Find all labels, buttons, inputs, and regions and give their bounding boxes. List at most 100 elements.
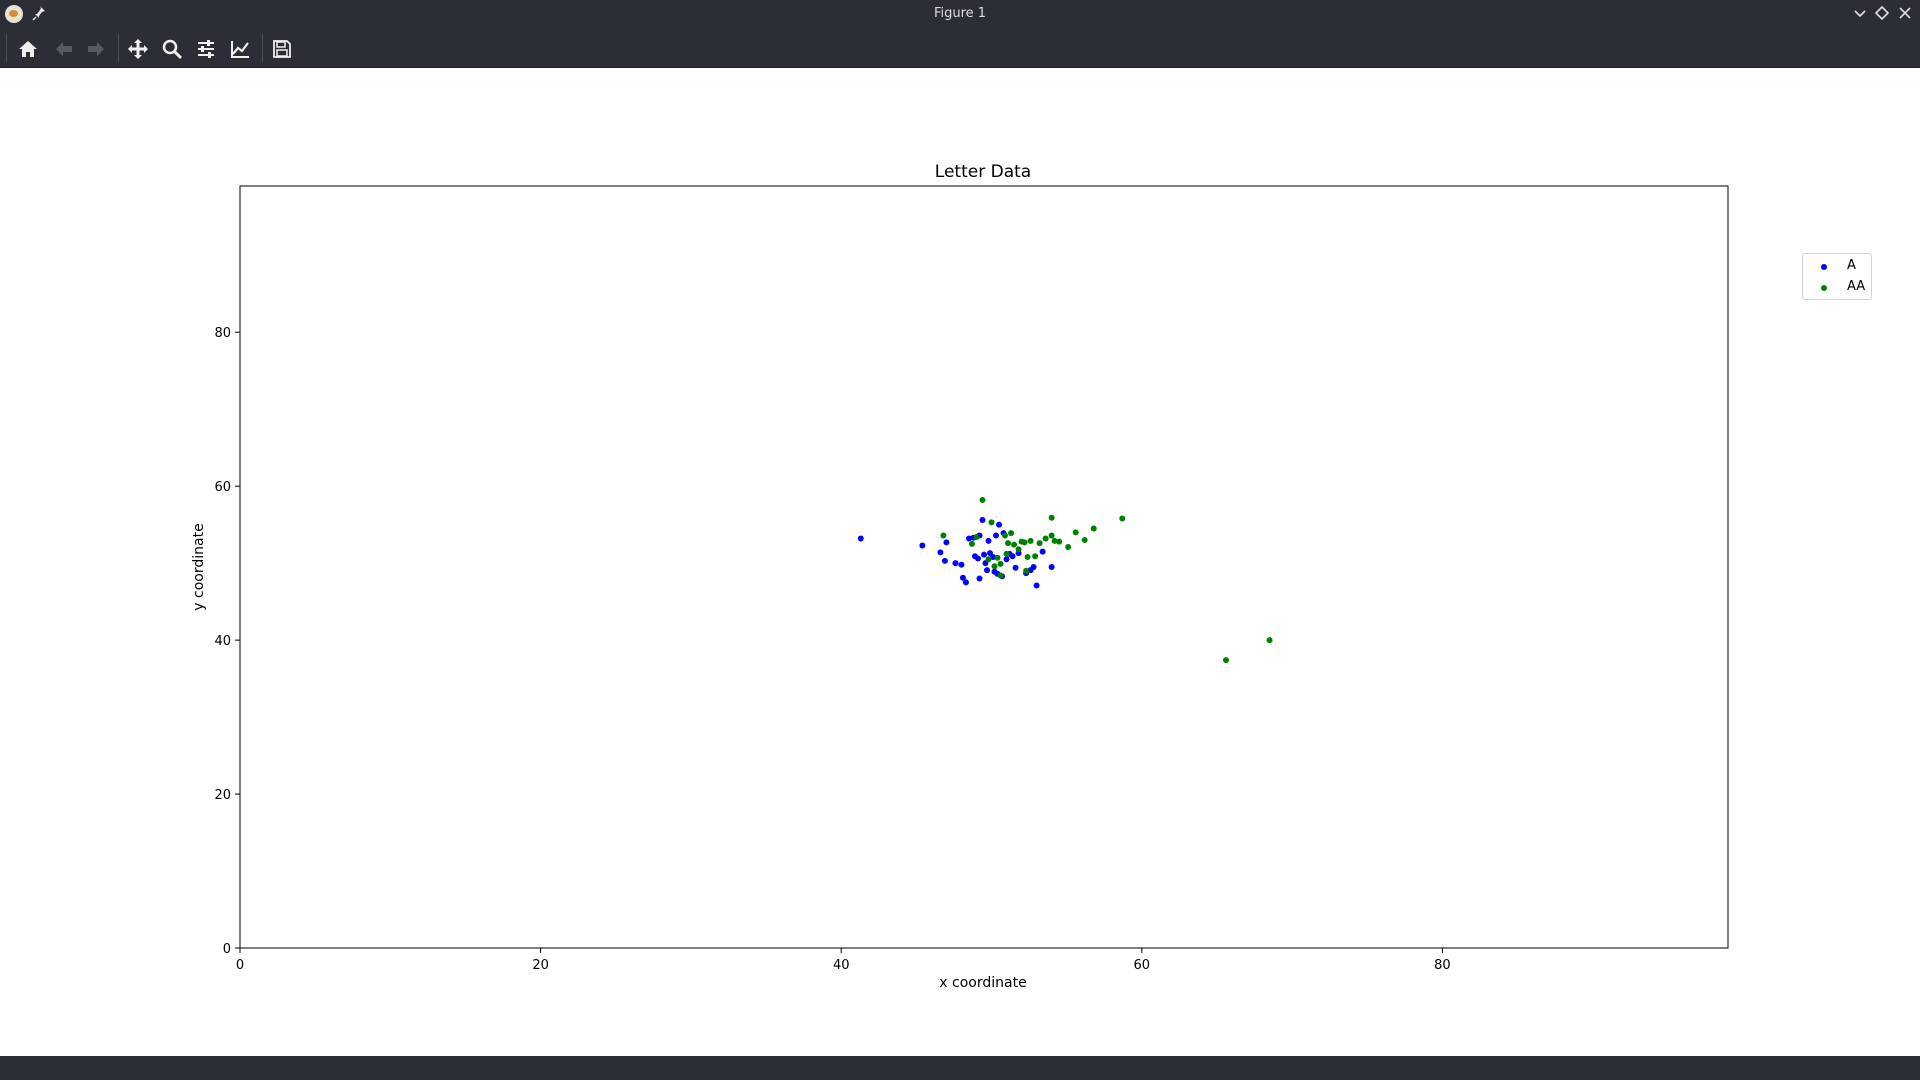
data-point-aa <box>979 497 986 504</box>
arrow-right-icon <box>88 42 104 56</box>
data-point-a <box>941 557 948 564</box>
save-button[interactable] <box>268 36 296 62</box>
maximize-icon[interactable] <box>1874 5 1890 23</box>
data-point-aa <box>997 560 1004 567</box>
data-point-aa <box>1048 532 1055 539</box>
data-point-a <box>985 537 992 544</box>
x-tick-label: 60 <box>1134 958 1151 973</box>
y-axis-ticks: 0 20 40 60 80 <box>214 326 240 957</box>
legend-label-aa: AA <box>1847 279 1866 294</box>
y-axis-label: y coordinate <box>191 523 207 610</box>
data-point-a <box>979 517 986 524</box>
legend-marker-a <box>1821 264 1827 270</box>
y-tick-label: 60 <box>214 480 231 495</box>
data-point-a <box>919 542 926 549</box>
pan-button[interactable] <box>124 36 152 62</box>
data-point-aa <box>1056 538 1063 545</box>
data-point-aa <box>1021 539 1028 546</box>
y-tick-label: 20 <box>214 788 231 803</box>
data-points <box>857 497 1273 664</box>
data-point-aa <box>1051 537 1058 544</box>
data-point-aa <box>1266 637 1273 644</box>
data-point-a <box>958 561 965 568</box>
data-point-a <box>937 549 944 556</box>
data-point-aa <box>1032 553 1039 560</box>
data-point-aa <box>1015 546 1022 553</box>
data-point-a <box>1048 564 1055 570</box>
window-titlebar: Figure 1 <box>0 0 1920 28</box>
home-button[interactable] <box>14 36 42 62</box>
data-point-aa <box>1119 515 1126 522</box>
data-point-aa <box>994 554 1001 561</box>
data-point-a <box>990 553 997 560</box>
data-point-a <box>857 535 864 542</box>
x-tick-label: 40 <box>833 958 850 973</box>
data-point-aa <box>1072 529 1079 536</box>
edit-axis-button[interactable] <box>226 36 254 62</box>
app-logo-icon <box>5 5 23 23</box>
data-point-aa <box>1002 532 1009 539</box>
pin-icon[interactable] <box>32 5 46 23</box>
line-chart-icon <box>231 41 249 58</box>
data-point-aa <box>1027 537 1034 544</box>
window-title: Figure 1 <box>933 6 987 21</box>
data-point-aa <box>1048 514 1055 521</box>
home-icon <box>19 41 37 57</box>
legend-label-a: A <box>1847 258 1856 273</box>
data-point-a <box>962 579 969 586</box>
x-tick-label: 0 <box>236 958 244 973</box>
forward-button[interactable] <box>82 36 110 62</box>
data-point-a <box>991 568 998 575</box>
data-point-aa <box>1090 525 1097 532</box>
navigation-toolbar <box>0 28 1920 68</box>
data-point-aa <box>1024 553 1031 560</box>
legend-marker-aa <box>1821 285 1827 291</box>
zoom-button[interactable] <box>158 36 186 62</box>
y-tick-label: 80 <box>214 326 231 341</box>
data-point-aa <box>1023 567 1030 574</box>
data-point-a <box>984 567 991 574</box>
window-bottom-bar <box>0 1056 1920 1080</box>
data-point-a <box>996 521 1003 528</box>
x-tick-label: 20 <box>532 958 549 973</box>
data-point-a <box>976 575 983 582</box>
data-point-a <box>1030 564 1037 570</box>
x-axis-ticks: 0 20 40 60 80 <box>236 948 1451 973</box>
data-point-aa <box>985 556 992 563</box>
data-point-a <box>943 539 950 546</box>
legend-entry-a: A <box>1803 257 1871 277</box>
data-point-a <box>1003 556 1010 563</box>
data-point-aa <box>968 540 975 547</box>
chart-title: Letter Data <box>935 162 1031 182</box>
minimize-icon[interactable] <box>1852 5 1868 23</box>
legend-entry-aa: AA <box>1803 278 1871 298</box>
data-point-aa <box>997 572 1004 579</box>
magnifier-icon <box>162 39 183 60</box>
data-point-aa <box>940 532 947 539</box>
back-button[interactable] <box>50 36 78 62</box>
data-point-a <box>1033 582 1040 589</box>
x-tick-label: 80 <box>1434 958 1451 973</box>
data-point-aa <box>1011 541 1018 548</box>
chart-legend: A AA <box>1802 253 1872 300</box>
data-point-a <box>959 574 966 581</box>
data-point-aa <box>1036 540 1043 547</box>
data-point-a <box>1012 564 1019 571</box>
configure-subplots-button[interactable] <box>192 36 220 62</box>
data-point-a <box>1039 548 1046 555</box>
data-point-aa <box>1222 657 1229 664</box>
data-point-a <box>952 560 959 567</box>
data-point-aa <box>1008 530 1015 537</box>
data-point-aa <box>1042 535 1049 542</box>
toolbar-divider <box>6 34 7 62</box>
close-icon[interactable] <box>1897 5 1913 23</box>
data-point-aa <box>973 533 980 540</box>
data-point-a <box>981 551 987 558</box>
scatter-plot: Letter Data 0 20 40 60 80 0 20 40 60 80 x coordi… <box>191 162 1729 991</box>
data-point-aa <box>1065 543 1072 550</box>
figure-canvas[interactable]: Letter Data 0 20 40 60 80 0 20 40 60 80 x coordi… <box>0 67 1920 1056</box>
sliders-icon <box>198 40 214 58</box>
data-point-a <box>974 555 981 562</box>
data-point-a <box>965 535 972 542</box>
floppy-disk-icon <box>273 40 291 58</box>
